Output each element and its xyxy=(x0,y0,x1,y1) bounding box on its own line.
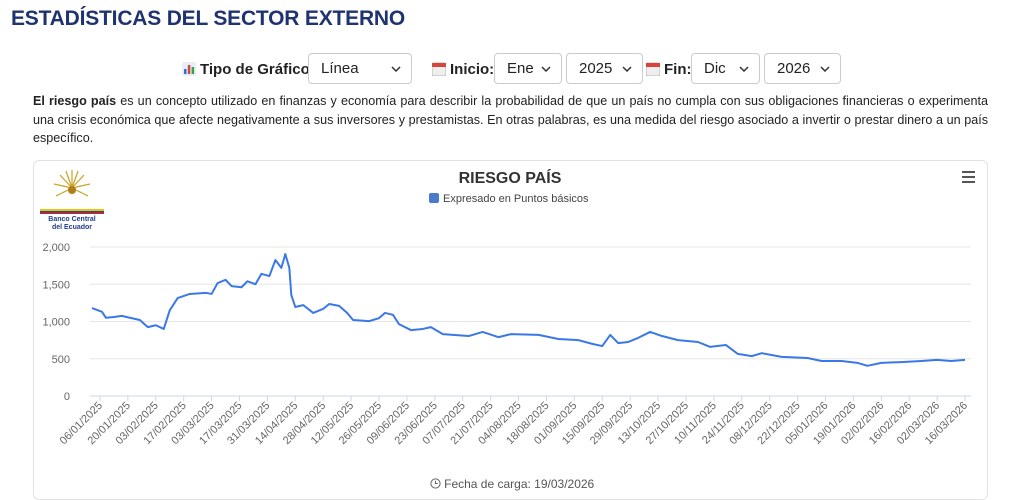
chart-title: RIESGO PAÍS xyxy=(459,168,562,187)
y-tick-label: 500 xyxy=(52,354,70,366)
select-value: Dic xyxy=(704,60,726,77)
end-month-select[interactable]: Dic xyxy=(691,53,760,84)
end-label: Fin: xyxy=(646,53,692,85)
label: Tipo de Gráfico: xyxy=(200,60,315,78)
start-year-select[interactable]: 2025 xyxy=(566,53,643,84)
chevron xyxy=(820,65,830,72)
end-year-select[interactable]: 2026 xyxy=(764,53,841,84)
calendar-icon xyxy=(432,62,446,76)
select-value: Línea xyxy=(321,60,359,77)
chevron xyxy=(739,65,749,72)
chevron xyxy=(622,65,632,72)
label: Fin: xyxy=(664,60,692,78)
description-text: es un concepto utilizado en finanzas y e… xyxy=(33,94,989,145)
page-title: ESTADÍSTICAS DEL SECTOR EXTERNO xyxy=(11,7,406,30)
page: ESTADÍSTICAS DEL SECTOR EXTERNO Tipo de … xyxy=(0,7,1024,500)
logo: Banco Central del Ecuador xyxy=(40,170,104,231)
info-icon xyxy=(429,193,439,203)
menu-button[interactable] xyxy=(958,168,978,186)
description: El riesgo país es un concepto utilizado … xyxy=(33,92,988,148)
y-tick-label: 2,000 xyxy=(42,242,70,254)
logo-text: del Ecuador xyxy=(52,224,92,231)
footer: Fecha de carga: 19/03/2026 xyxy=(0,477,1024,491)
chart-type-select[interactable]: Línea xyxy=(308,53,412,84)
chevron xyxy=(391,65,401,72)
label: Inicio: xyxy=(450,60,495,78)
start-month-select[interactable]: Ene xyxy=(494,53,562,84)
select-value: 2025 xyxy=(579,60,613,77)
chart: Banco Central del Ecuador RIESGO PAÍS Ex… xyxy=(40,168,978,447)
load-date: Fecha de carga: 19/03/2026 xyxy=(444,477,595,491)
chart-type-label: Tipo de Gráfico: xyxy=(182,53,315,85)
calendar-icon xyxy=(646,62,660,76)
y-tick-label: 1,000 xyxy=(42,317,70,329)
logo-text: Banco Central xyxy=(48,216,96,223)
chart-subtitle: Expresado en Puntos básicos xyxy=(443,193,589,205)
chart-card xyxy=(33,160,988,500)
description-term: El riesgo país xyxy=(33,94,117,108)
start-label: Inicio: xyxy=(432,53,494,85)
data-line xyxy=(91,253,966,367)
chevron xyxy=(541,65,551,72)
select-value: 2026 xyxy=(777,60,811,77)
clock-icon xyxy=(430,478,441,489)
y-tick-label: 1,500 xyxy=(42,279,70,291)
y-tick-label: 0 xyxy=(64,391,70,403)
select-value: Ene xyxy=(507,60,534,77)
chart-icon xyxy=(182,62,196,76)
